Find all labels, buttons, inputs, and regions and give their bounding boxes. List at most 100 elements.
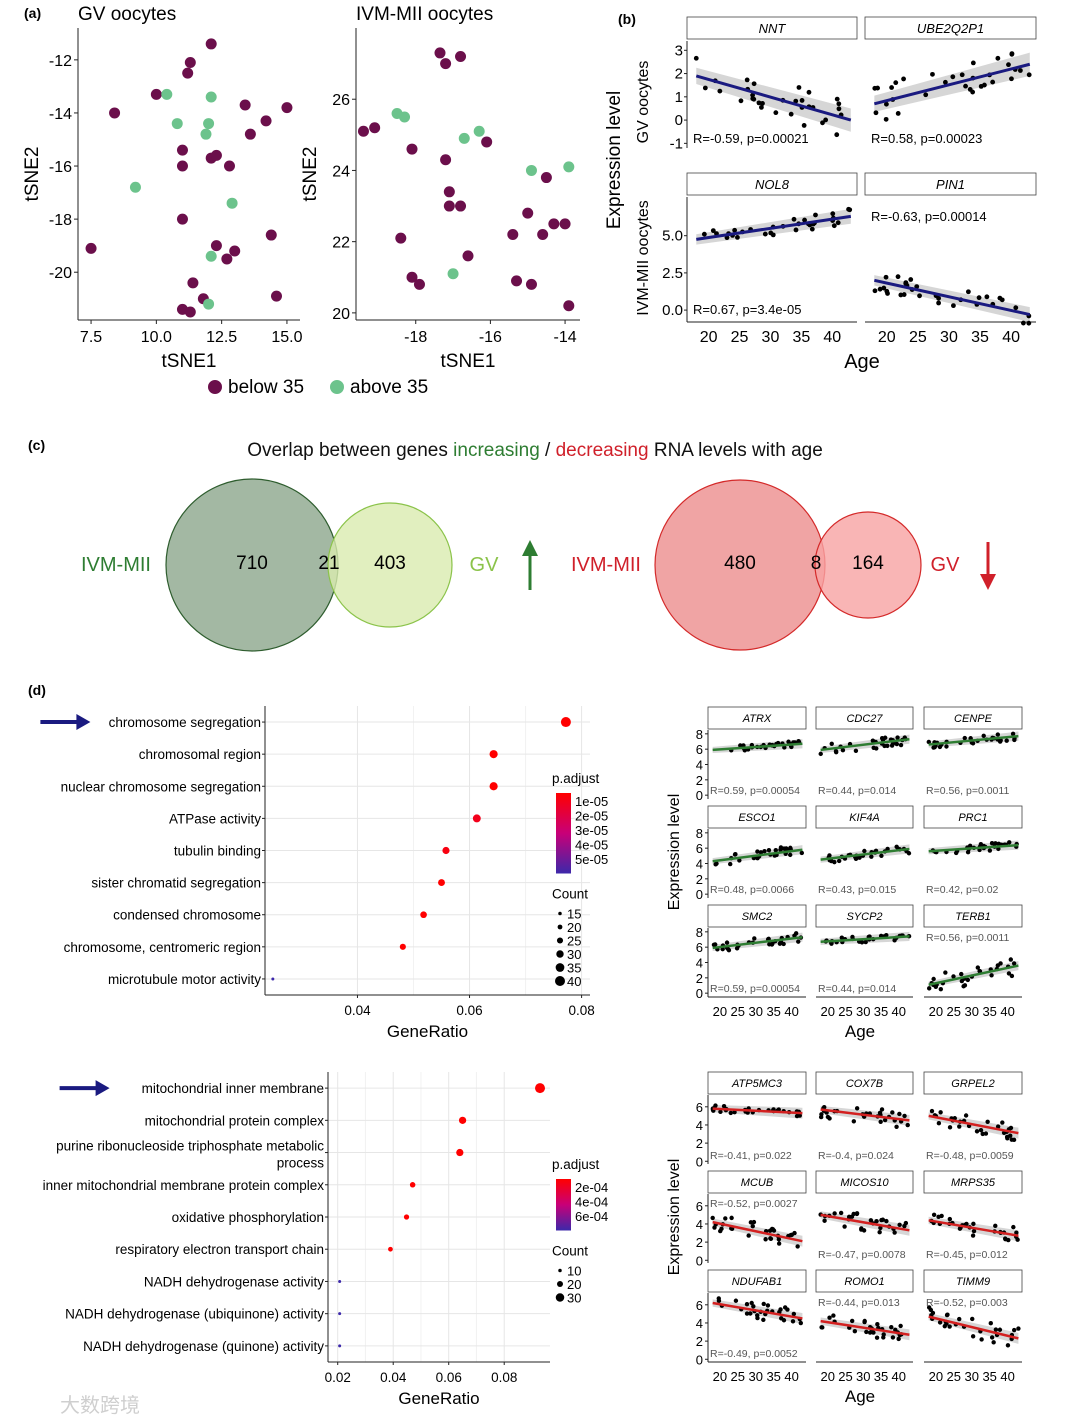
x-tick-label: 30: [856, 1004, 870, 1019]
facet-strip: [923, 1170, 1023, 1194]
point-below-35: [481, 136, 493, 148]
point-below-35: [406, 143, 418, 155]
correlation-stat: R=0.56, p=0.0011: [926, 932, 1009, 944]
x-tick-label: 25: [947, 1369, 961, 1384]
correlation-stat: R=-0.41, p=0.022: [710, 1150, 792, 1162]
data-point: [867, 1330, 873, 1335]
count-tick-label: 20: [567, 920, 581, 935]
facet-PRC1: PRC1 R=0.42, p=0.02: [923, 805, 1023, 896]
data-point: [947, 1324, 952, 1329]
data-point: [989, 1335, 995, 1340]
confidence-band: [696, 67, 851, 132]
point-below-35: [540, 172, 552, 184]
data-point: [1009, 76, 1014, 82]
x-tick-label: 40: [892, 1004, 906, 1019]
data-point: [859, 1226, 864, 1231]
facet-SYCP2: SYCP2 20 25 30 35 40 R=0.44, p=0.014: [815, 904, 914, 1019]
x-tick-label: 25: [838, 1369, 852, 1384]
point-above-35: [129, 181, 141, 193]
data-point: [862, 1319, 867, 1325]
x-tick-label: 20: [929, 1369, 943, 1384]
point-below-35: [443, 186, 455, 198]
data-point: [884, 101, 889, 107]
term-label: mitochondrial inner membrane: [142, 1081, 324, 1096]
point-below-35: [176, 160, 188, 172]
point-below-35: [507, 229, 519, 241]
data-point: [970, 1334, 976, 1339]
count-gv-only: 164: [852, 553, 884, 574]
data-point: [797, 1113, 802, 1118]
y-tick-label: 4: [696, 1217, 703, 1232]
y-axis-label: tSNE2: [300, 147, 321, 202]
data-point: [1014, 1230, 1019, 1235]
trend-line: [820, 1108, 910, 1122]
y-tick-label: 24: [332, 163, 350, 180]
data-point: [931, 1212, 937, 1217]
count-legend-dot: [555, 1293, 565, 1302]
data-point: [1009, 973, 1015, 979]
facet-title: CDC27: [846, 713, 883, 725]
point-below-35: [281, 102, 293, 114]
facet-strip: [707, 805, 807, 829]
term-label: NADH dehydrogenase activity: [144, 1274, 324, 1289]
term-dot: [560, 717, 571, 728]
data-point: [894, 1124, 899, 1129]
data-point: [761, 1301, 766, 1307]
facet-title: NOL8: [755, 177, 790, 192]
venn-circle-gv: [327, 502, 453, 628]
data-point: [776, 1241, 782, 1246]
data-point: [788, 845, 793, 851]
x-tick-label: 12.5: [206, 329, 237, 346]
data-point: [883, 116, 889, 122]
data-point: [971, 1228, 977, 1234]
point-above-35: [563, 161, 575, 173]
data-point: [905, 1122, 910, 1128]
point-below-35: [511, 275, 523, 287]
trend-line: [928, 1219, 1019, 1237]
x-axis-label: Age: [845, 1387, 875, 1406]
count-overlap: 8: [811, 553, 822, 574]
y-tick-label: 1: [675, 89, 683, 106]
padj-tick-label: 4e-04: [575, 1195, 608, 1210]
padj-tick-label: 1e-05: [575, 794, 608, 809]
y-tick-label: 20: [332, 306, 350, 323]
point-below-35: [440, 154, 452, 166]
count-legend-dot: [556, 950, 564, 958]
trend-line: [712, 742, 803, 752]
term-dot: [403, 1214, 410, 1220]
facet-strip: [707, 904, 807, 928]
correlation-stat: R=-0.52, p=0.0027: [710, 1198, 798, 1210]
data-point: [819, 1325, 824, 1330]
facet-title: MICOS10: [840, 1177, 889, 1189]
facet-strip: [923, 1269, 1023, 1293]
data-point: [943, 970, 948, 975]
count-legend-dot: [557, 1281, 563, 1287]
data-point: [976, 295, 982, 301]
data-point: [755, 849, 760, 854]
venn-left-label: IVM-MII: [81, 554, 151, 576]
term-dot: [338, 1344, 342, 1348]
arrowhead: [980, 574, 996, 590]
data-point: [793, 931, 799, 936]
data-point: [823, 117, 829, 123]
data-point: [854, 1106, 860, 1111]
point-below-35: [176, 213, 188, 225]
data-point: [769, 942, 775, 947]
data-point: [750, 96, 756, 101]
point-below-35: [357, 125, 369, 137]
data-point: [926, 986, 932, 991]
data-point: [996, 841, 1001, 847]
data-point: [862, 848, 867, 854]
y-tick-label: 0: [696, 1352, 703, 1367]
facet-strip: [815, 904, 914, 928]
data-point: [733, 851, 738, 857]
point-below-35: [205, 38, 217, 50]
point-below-35: [109, 107, 121, 119]
x-tick-label: 0.02: [325, 1370, 351, 1385]
padj-legend-title: p.adjust: [552, 771, 600, 786]
data-point: [768, 1236, 773, 1241]
data-point: [716, 1298, 722, 1304]
data-point: [778, 1307, 783, 1312]
